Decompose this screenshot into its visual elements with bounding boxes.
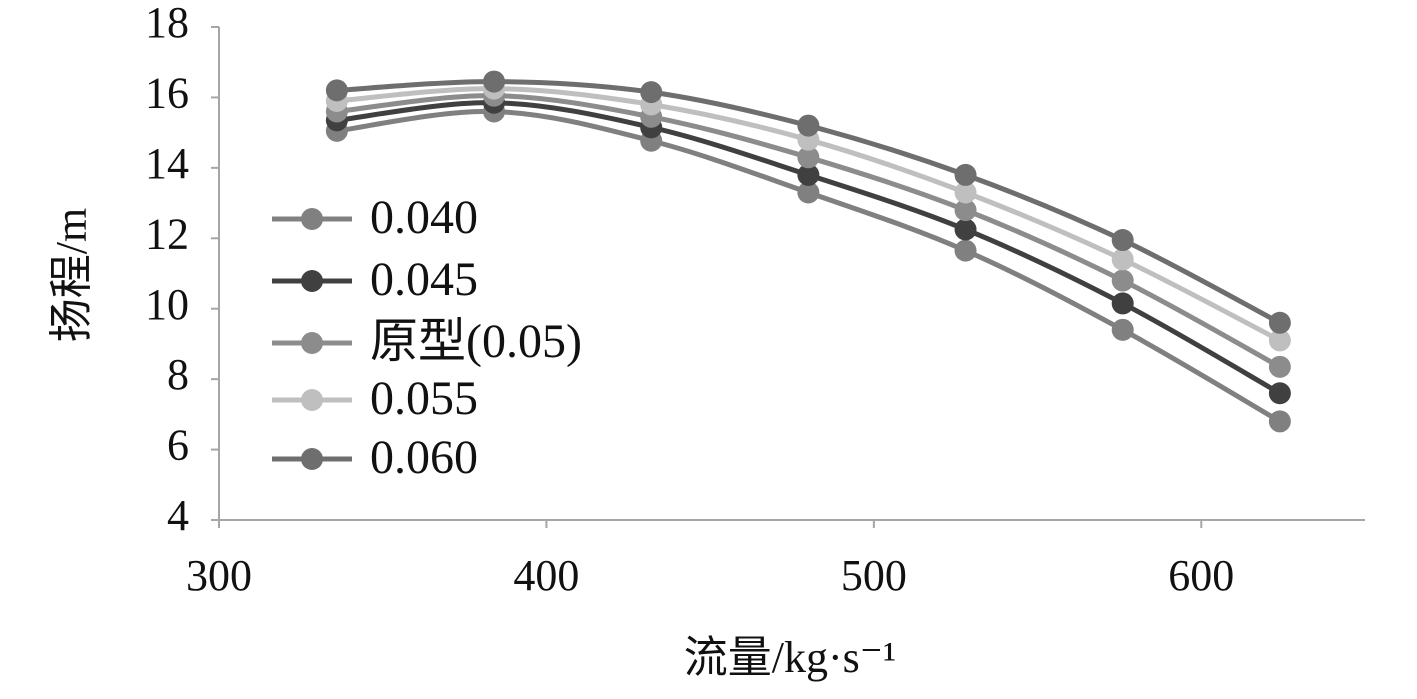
data-point bbox=[1268, 410, 1291, 433]
data-point bbox=[1268, 382, 1291, 405]
y-tick-label: 12 bbox=[145, 209, 189, 258]
x-axis-title: 流量/kg·s⁻¹ bbox=[684, 633, 896, 682]
y-tick-label: 8 bbox=[167, 350, 189, 399]
legend-label: 0.055 bbox=[370, 372, 478, 425]
data-point bbox=[325, 79, 348, 102]
data-point bbox=[797, 163, 820, 186]
data-point bbox=[1268, 329, 1291, 352]
y-tick-label: 14 bbox=[145, 139, 189, 188]
x-tick-label: 600 bbox=[1168, 551, 1234, 600]
data-point bbox=[1268, 311, 1291, 334]
data-point bbox=[640, 81, 663, 104]
legend-label: 0.045 bbox=[370, 253, 478, 306]
legend-marker bbox=[301, 208, 323, 230]
legend-label: 0.040 bbox=[370, 191, 478, 244]
data-point bbox=[1268, 355, 1291, 378]
legend-label: 0.060 bbox=[370, 431, 478, 484]
data-point bbox=[797, 146, 820, 169]
legend-label: 原型(0.05) bbox=[370, 315, 582, 368]
data-point bbox=[954, 181, 977, 204]
legend-marker bbox=[301, 332, 323, 354]
y-tick-label: 16 bbox=[145, 69, 189, 118]
x-tick-label: 500 bbox=[841, 551, 907, 600]
data-point bbox=[797, 114, 820, 137]
data-point bbox=[954, 239, 977, 262]
x-tick-label: 400 bbox=[513, 551, 579, 600]
data-point bbox=[954, 163, 977, 186]
data-point bbox=[483, 70, 506, 93]
data-point bbox=[1111, 269, 1134, 292]
y-tick-label: 18 bbox=[145, 0, 189, 47]
legend-marker bbox=[301, 448, 323, 470]
legend-marker bbox=[301, 389, 323, 411]
data-point bbox=[1111, 292, 1134, 315]
data-point bbox=[797, 181, 820, 204]
x-tick-label: 300 bbox=[186, 551, 252, 600]
y-tick-label: 10 bbox=[145, 280, 189, 329]
y-tick-label: 6 bbox=[167, 421, 189, 470]
y-tick-label: 4 bbox=[167, 491, 189, 540]
data-point bbox=[954, 218, 977, 241]
y-axis-title: 扬程/m bbox=[47, 208, 96, 342]
data-point bbox=[954, 199, 977, 222]
data-point bbox=[1111, 229, 1134, 252]
data-point bbox=[1111, 248, 1134, 271]
data-point bbox=[1111, 318, 1134, 341]
legend-marker bbox=[301, 270, 323, 292]
